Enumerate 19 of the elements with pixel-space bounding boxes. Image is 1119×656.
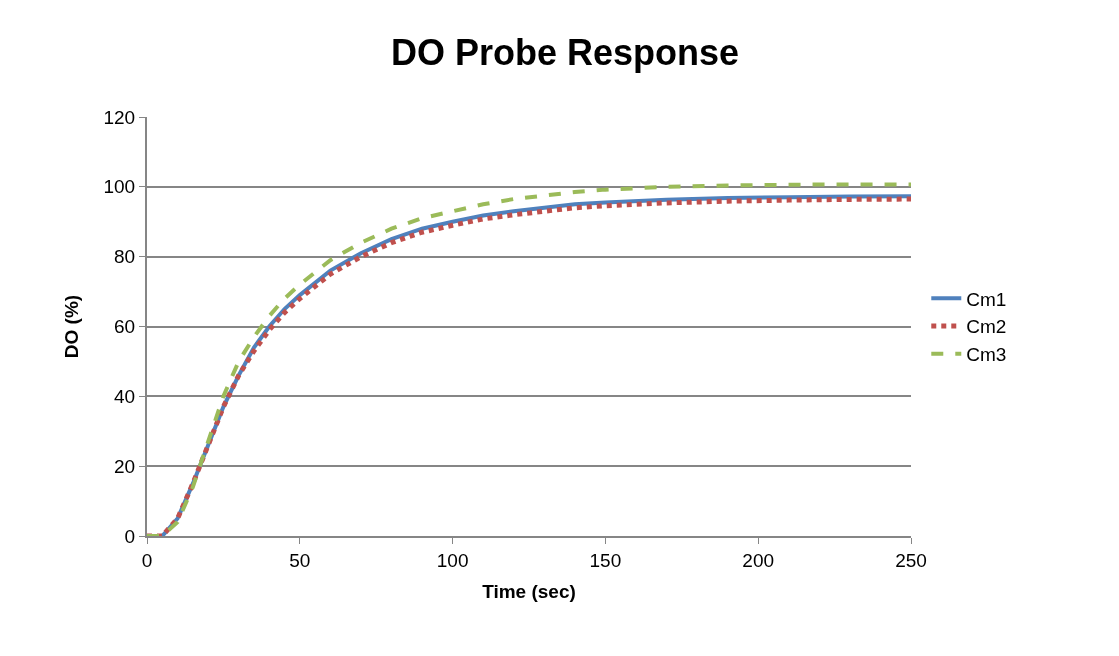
y-tick-label: 80 [114,246,136,268]
y-tick-label: 20 [114,455,136,477]
legend-label: Cm2 [966,316,1007,338]
legend-label: Cm1 [966,288,1007,310]
x-tick-label: 50 [289,549,311,571]
x-tick-label: 200 [742,549,775,571]
y-tick-label: 120 [103,106,136,128]
y-tick-label: 40 [114,385,136,407]
chart-title: DO Probe Response [391,31,740,73]
x-tick-label: 250 [895,549,927,571]
x-tick-label: 0 [141,549,153,571]
x-tick-label: 150 [589,549,622,571]
x-tick-label: 100 [436,549,469,571]
y-tick-label: 0 [124,525,136,547]
y-tick-label: 60 [114,316,136,338]
x-axis-title: Time (sec) [482,581,576,603]
y-axis-title: DO (%) [60,294,82,359]
legend-label: Cm3 [966,344,1007,366]
y-tick-label: 100 [103,176,136,198]
